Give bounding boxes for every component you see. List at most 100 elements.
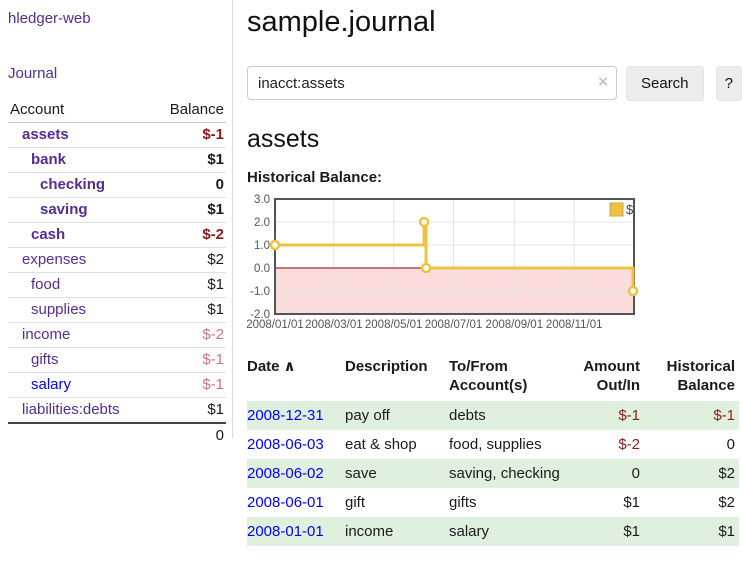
page-title: sample.journal — [247, 6, 436, 38]
transaction-balance: $1 — [718, 523, 735, 540]
sidebar: hledger-web Journal Account Balance asse… — [0, 0, 233, 448]
account-row: liabilities:debts $1 — [8, 397, 226, 423]
x-tick-label: 2008/01/01 — [246, 319, 304, 331]
accounts-total-value: 0 — [152, 422, 226, 448]
clear-search-icon[interactable]: × — [598, 72, 608, 91]
x-tick-label: 2008/07/01 — [425, 319, 483, 331]
account-row: supplies $1 — [8, 297, 226, 323]
account-link[interactable]: assets — [22, 126, 69, 143]
app-brand: hledger-web — [8, 10, 226, 27]
search-input-wrap: × — [247, 66, 617, 100]
x-tick-label: 2008/03/01 — [305, 319, 363, 331]
search-input[interactable] — [247, 66, 617, 100]
data-point-marker — [418, 216, 430, 228]
account-row: income $-2 — [8, 322, 226, 348]
txn-header-amount: Amount Out/In — [583, 358, 640, 394]
transaction-accounts: gifts — [449, 494, 477, 511]
accounts-table: Account Balance assets $-1 bank $1 checking 0… — [8, 98, 226, 448]
transaction-description: pay off — [345, 407, 390, 424]
account-link[interactable]: saving — [40, 201, 88, 218]
account-balance: $2 — [152, 247, 226, 273]
x-tick-label: 2008/09/01 — [486, 319, 544, 331]
account-row: expenses $2 — [8, 247, 226, 273]
transaction-balance: $2 — [718, 465, 735, 482]
account-balance: $-1 — [202, 126, 224, 143]
transaction-amount: 0 — [631, 465, 640, 482]
account-link[interactable]: cash — [31, 226, 66, 243]
y-tick-label: -2.0 — [250, 309, 270, 321]
account-link[interactable]: gifts — [31, 351, 59, 368]
journal-link[interactable]: Journal — [8, 65, 58, 82]
account-balance: $-1 — [152, 347, 226, 373]
transaction-row: 2008-12-31 pay off debts $-1 $-1 — [247, 401, 739, 430]
transaction-accounts: food, supplies — [449, 436, 542, 453]
account-link[interactable]: food — [31, 276, 61, 293]
txn-header-balance: Historical Balance — [666, 358, 735, 394]
account-row: salary $-1 — [8, 372, 226, 398]
account-link[interactable]: salary — [31, 376, 72, 393]
account-row: bank $1 — [8, 147, 226, 173]
accounts-total-row: 0 — [8, 422, 226, 448]
transaction-amount: $1 — [623, 494, 640, 511]
plot-border — [274, 198, 635, 315]
transaction-accounts: salary — [449, 523, 490, 540]
legend-swatch — [609, 202, 624, 217]
brand-link[interactable]: hledger-web — [8, 10, 91, 27]
transaction-date-link[interactable]: 2008-12-31 — [247, 407, 324, 424]
y-tick-label: 0.0 — [254, 263, 270, 275]
account-link[interactable]: income — [22, 326, 71, 343]
transaction-row: 2008-06-01 gift gifts $1 $2 — [247, 488, 739, 517]
transaction-amount: $-1 — [618, 407, 640, 424]
txn-header-description: Description — [345, 358, 428, 375]
transaction-description: gift — [345, 494, 366, 511]
account-link[interactable]: bank — [31, 151, 67, 168]
account-link[interactable]: expenses — [22, 251, 87, 268]
data-point-marker — [420, 262, 432, 274]
accounts-total-spacer — [8, 422, 153, 448]
search-button[interactable]: Search — [626, 66, 704, 101]
transaction-description: income — [345, 523, 394, 540]
transaction-description: save — [345, 465, 377, 482]
search-form: × Search ? — [247, 66, 742, 101]
transaction-date-link[interactable]: 2008-01-01 — [247, 523, 324, 540]
transaction-row: 2008-01-01 income salary $1 $1 — [247, 517, 739, 546]
transaction-balance: 0 — [726, 436, 735, 453]
account-balance: $1 — [152, 397, 226, 423]
account-link[interactable]: checking — [40, 176, 106, 193]
y-tick-label: 3.0 — [254, 194, 270, 206]
txn-header-date[interactable]: Date ∧ — [247, 358, 296, 375]
accounts-header-account: Account — [8, 98, 153, 123]
transaction-date-link[interactable]: 2008-06-02 — [247, 465, 324, 482]
transaction-accounts: debts — [449, 407, 486, 424]
chart-heading: Historical Balance: — [247, 169, 383, 186]
balance-chart-wrap: 3.0 2.0 1.0 0.0 -1.0 -2.0 2008/01/01 2008/03/01… — [246, 194, 742, 333]
account-balance: 0 — [152, 172, 226, 198]
account-link[interactable]: liabilities:debts — [22, 401, 120, 418]
account-link[interactable]: supplies — [31, 301, 87, 318]
y-tick-label: 1.0 — [254, 240, 270, 252]
y-tick-label: -1.0 — [250, 286, 270, 298]
account-row: checking 0 — [8, 172, 226, 198]
transaction-amount: $1 — [623, 523, 640, 540]
x-tick-label: 2008/11/01 — [546, 319, 603, 331]
help-button[interactable]: ? — [715, 66, 742, 101]
transaction-accounts: saving, checking — [449, 465, 560, 482]
x-tick-label: 2008/05/01 — [365, 319, 423, 331]
sort-ascending-icon: ∧ — [283, 358, 296, 375]
transaction-row: 2008-06-03 eat & shop food, supplies $-2 0 — [247, 430, 739, 459]
transaction-description: eat & shop — [345, 436, 417, 453]
transaction-date-link[interactable]: 2008-06-01 — [247, 494, 324, 511]
transaction-balance: $2 — [718, 494, 735, 511]
accounts-header-balance: Balance — [152, 98, 226, 123]
transaction-date-link[interactable]: 2008-06-03 — [247, 436, 324, 453]
account-row: assets $-1 — [8, 123, 226, 148]
txn-header-accounts: To/From Account(s) — [449, 358, 528, 394]
account-balance: $1 — [152, 147, 226, 173]
y-tick-label: 2.0 — [254, 217, 270, 229]
main-content: sample.journal × Search ? assets Histori… — [245, 0, 742, 546]
account-balance: $-2 — [152, 322, 226, 348]
account-row: food $1 — [8, 272, 226, 298]
account-balance: $-2 — [152, 222, 226, 248]
transaction-balance: $-1 — [713, 407, 735, 424]
